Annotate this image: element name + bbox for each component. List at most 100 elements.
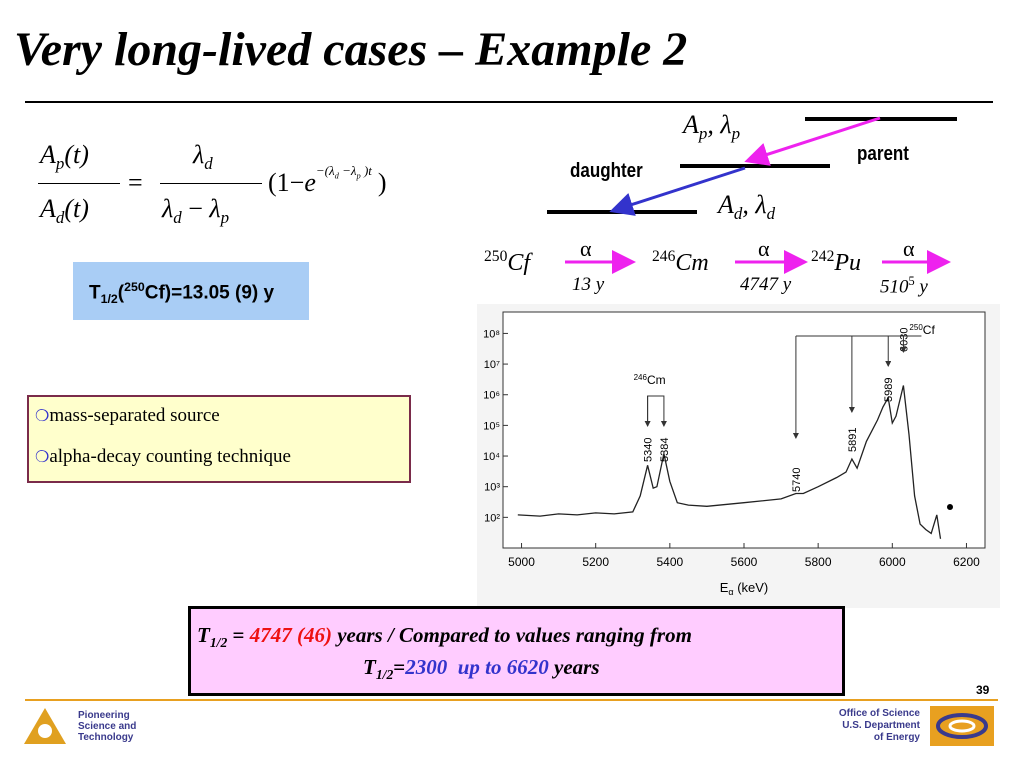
sep: , (707, 110, 721, 139)
unit: y (914, 276, 928, 298)
bullet: ❍mass-separated source (35, 405, 220, 427)
daughter-activity: Ad, λd (718, 190, 775, 224)
bullet-icon: ❍ (35, 449, 50, 466)
sub: d (173, 208, 182, 228)
logo-left (24, 708, 66, 744)
peak-label: 5891 (847, 428, 859, 452)
x-tick-label: 5200 (582, 555, 609, 569)
low: 2300 (405, 655, 448, 679)
fraction-bar (160, 183, 262, 184)
bullet-text: mass-separated source (49, 405, 220, 426)
sym: A (683, 110, 699, 139)
sub: d (733, 204, 743, 224)
result-line: T1/2 = 4747 (46) years / Compared to val… (197, 623, 692, 651)
line: Science and (78, 721, 137, 732)
eq-lhs-num: Ap(t) (40, 140, 89, 174)
peak-label: 5740 (791, 468, 803, 492)
nuclide: 242Pu (811, 248, 861, 277)
op: − (188, 194, 203, 223)
y-tick-label: 10⁴ (483, 451, 500, 463)
mass: 250 (484, 248, 508, 265)
symbol: Pu (834, 250, 862, 276)
eq: = (393, 655, 406, 679)
eq-factor: (1−e−(λd −λp )t) (268, 163, 387, 198)
x-tick-label: 5000 (508, 555, 535, 569)
label-part: E (720, 580, 729, 595)
group-label: 250Cf (909, 323, 935, 337)
title: Very long-lived cases – Example 2 (14, 23, 688, 76)
exp-sub: d (334, 170, 339, 181)
mass: 250 (909, 323, 923, 332)
line: of Energy (873, 732, 920, 743)
y-tick-label: 10⁸ (483, 328, 500, 340)
half-life: 4747 y (740, 274, 792, 295)
text: years / Compared to values ranging from (331, 623, 692, 647)
decay-mode: α (758, 236, 770, 261)
arg: (t) (64, 194, 89, 223)
sym: A (40, 140, 56, 169)
line: Technology (78, 732, 134, 743)
eq-lhs-den: Ad(t) (40, 194, 89, 228)
sub: p (220, 208, 230, 228)
sym: λ (162, 194, 174, 223)
sym: T (89, 282, 101, 304)
exponent: −(λd −λp )t (315, 163, 372, 181)
value: 4747 (46) (249, 623, 332, 647)
high: up to 6620 (447, 655, 549, 679)
bullet: ❍alpha-decay counting technique (35, 446, 291, 468)
eq-rhs-den: λd − λp (162, 194, 229, 228)
half-life: 13 y (572, 274, 605, 295)
sub: d (766, 204, 776, 224)
sym: A (718, 190, 734, 219)
x-tick-label: 5600 (731, 555, 758, 569)
sub: 1/2 (209, 635, 228, 651)
daughter-label: daughter (570, 160, 643, 182)
y-tick-label: 10⁷ (484, 359, 500, 371)
symbol: Cm (675, 250, 709, 276)
label-part: (keV) (734, 580, 769, 595)
x-tick-label: 6000 (879, 555, 906, 569)
exp-sub: p (356, 170, 361, 181)
sub: 1/2 (100, 292, 118, 307)
sub: d (55, 208, 65, 228)
sym: A (40, 194, 56, 223)
half-life-text: T1/2(250Cf)=13.05 (9) y (89, 280, 274, 306)
exp-part: −(λ (315, 163, 335, 179)
sub: p (731, 124, 741, 144)
line: Pioneering (78, 710, 130, 721)
open: (1− (268, 168, 305, 197)
decay-mode: α (903, 236, 915, 261)
page-number: 39 (976, 683, 990, 697)
line: Office of Science (838, 708, 920, 719)
x-tick-label: 6200 (953, 555, 980, 569)
exp: 5 (908, 274, 915, 288)
sym: λ (209, 194, 221, 223)
title-rule (25, 101, 993, 103)
result-box: T1/2 = 4747 (46) years / Compared to val… (188, 606, 845, 696)
bullet-box: ❍mass-separated source ❍alpha-decay coun… (27, 395, 411, 483)
footer-right: Office of Science U.S. Department of Energ… (800, 708, 920, 744)
y-tick-label: 10³ (484, 482, 500, 494)
sub: p (698, 124, 708, 144)
result-line: T1/2=2300 up to 6620 years (363, 655, 600, 683)
sym: λ (193, 140, 205, 169)
y-tick-label: 10² (484, 512, 500, 524)
y-tick-label: 10⁶ (483, 390, 500, 402)
half-life-box: T1/2(250Cf)=13.05 (9) y (73, 262, 309, 320)
peak-label: 5989 (883, 378, 895, 402)
x-axis-label: Eα (keV) (720, 580, 769, 597)
half-life: 5105 y (880, 274, 928, 298)
peak-label: 6030 (898, 328, 910, 352)
nuclide: 250Cf (484, 248, 530, 277)
y-tick-label: 10⁵ (483, 420, 500, 432)
dot-marker (947, 504, 953, 510)
exp-part: −λ (338, 163, 357, 179)
daughter-arrow (609, 166, 746, 216)
decay-mode: α (580, 236, 592, 261)
eq-equals: = (128, 168, 143, 197)
parent-arrow (744, 116, 881, 166)
bullet-icon: ❍ (35, 408, 50, 425)
fraction-bar (38, 183, 120, 184)
